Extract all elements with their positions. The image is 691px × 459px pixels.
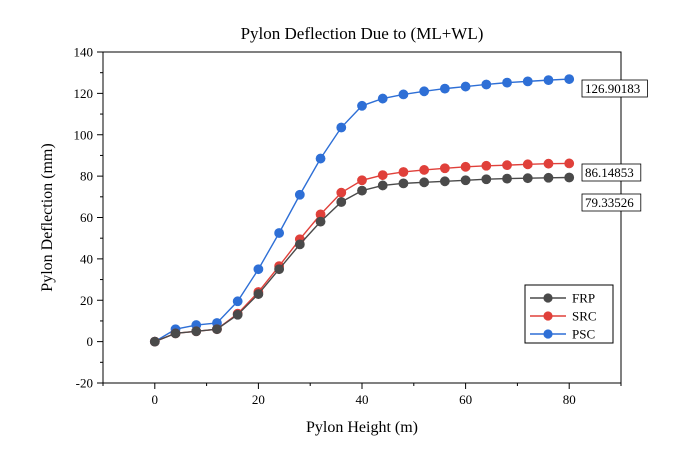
data-point	[294, 189, 305, 200]
data-point	[502, 77, 512, 88]
data-point	[377, 93, 388, 104]
data-point	[439, 163, 450, 174]
data-point	[253, 264, 264, 275]
data-point	[294, 239, 305, 250]
data-point	[377, 170, 388, 180]
legend-marker	[543, 293, 553, 303]
x-tick-label: 0	[152, 392, 159, 407]
y-tick-label: 60	[80, 210, 93, 225]
legend-label-frp: FRP	[572, 291, 595, 306]
end-label-box	[581, 193, 642, 212]
legend: FRP SRC PSC	[524, 284, 614, 344]
data-point	[377, 180, 388, 191]
x-axis-title: Pylon Height (m)	[306, 419, 418, 436]
data-point	[336, 187, 347, 198]
y-axis: -20 0 20 40 60 80 100 120 140	[74, 45, 103, 391]
y-tick-label: 0	[87, 334, 94, 349]
data-point	[564, 172, 575, 183]
series-frp	[149, 172, 575, 347]
legend-marker	[543, 311, 553, 321]
data-point	[481, 160, 492, 171]
y-tick-label: 140	[74, 45, 94, 60]
y-tick-label: 80	[80, 169, 93, 184]
data-point	[439, 83, 450, 94]
data-point	[460, 175, 471, 186]
legend-marker	[543, 329, 553, 339]
data-point	[315, 216, 326, 227]
data-point	[543, 158, 554, 169]
x-tick-label: 80	[563, 392, 576, 407]
data-point	[357, 100, 367, 111]
end-labels: 79.33526 86.14853 126.90183	[581, 79, 648, 212]
data-point	[439, 176, 450, 187]
data-point	[522, 76, 533, 87]
data-point	[357, 185, 367, 196]
x-tick-label: 60	[459, 392, 472, 407]
data-point	[543, 75, 554, 86]
end-label-frp: 79.33526	[585, 195, 634, 210]
data-point	[232, 296, 243, 307]
data-point	[149, 336, 160, 347]
data-point	[460, 161, 471, 172]
y-axis-title: Pylon Deflection (mm)	[39, 143, 56, 291]
data-point	[315, 153, 326, 164]
series-psc	[149, 74, 575, 347]
data-point	[274, 264, 285, 275]
data-point	[460, 81, 471, 92]
data-point	[419, 177, 430, 188]
data-point	[253, 289, 264, 299]
data-point	[398, 89, 409, 100]
data-point	[502, 160, 512, 171]
data-point	[502, 173, 512, 184]
y-tick-label: 40	[80, 251, 93, 266]
end-label-src: 86.14853	[585, 165, 634, 180]
data-point	[212, 324, 222, 335]
chart-title: Pylon Deflection Due to (ML+WL)	[241, 24, 484, 43]
data-point	[564, 74, 575, 84]
data-point	[398, 178, 409, 189]
data-point	[522, 159, 533, 170]
data-point	[522, 173, 533, 184]
data-point	[419, 165, 430, 175]
data-point	[419, 86, 430, 97]
end-label-psc: 126.90183	[585, 81, 640, 96]
data-point	[170, 328, 181, 339]
y-tick-label: 100	[74, 127, 94, 142]
series-line-psc	[154, 78, 570, 343]
data-point	[481, 174, 492, 185]
x-axis: 0 20 40 60 80	[102, 383, 622, 407]
data-point	[543, 172, 554, 183]
y-tick-label: 120	[74, 86, 94, 101]
data-point	[564, 158, 575, 169]
legend-label-src: SRC	[572, 309, 597, 324]
data-point	[336, 197, 347, 207]
series-line-frp	[154, 176, 570, 343]
x-tick-label: 20	[252, 392, 265, 407]
y-tick-label: -20	[76, 376, 93, 391]
data-point	[357, 175, 367, 186]
data-point	[232, 309, 243, 320]
end-label-box	[581, 79, 648, 98]
end-label-box	[581, 163, 642, 182]
data-point	[481, 79, 492, 90]
y-tick-label: 20	[80, 293, 93, 308]
data-point	[191, 326, 202, 337]
data-point	[398, 167, 409, 177]
data-point	[336, 122, 347, 133]
series-layer	[149, 74, 575, 347]
data-point	[274, 228, 285, 238]
legend-label-psc: PSC	[572, 327, 595, 342]
x-tick-label: 40	[356, 392, 369, 407]
